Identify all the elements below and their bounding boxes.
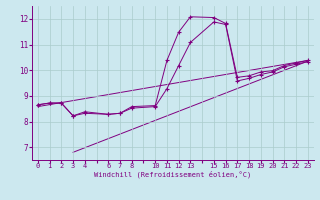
X-axis label: Windchill (Refroidissement éolien,°C): Windchill (Refroidissement éolien,°C)	[94, 171, 252, 178]
